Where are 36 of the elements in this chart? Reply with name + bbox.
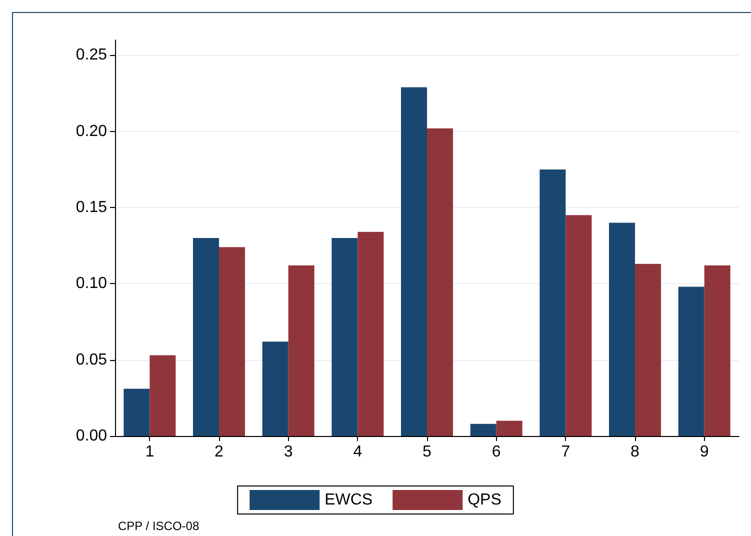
bar (609, 222, 635, 436)
legend-label: EWCS (324, 492, 373, 508)
y-tick-label: 0.05 (76, 351, 108, 368)
x-tick-label: 8 (630, 444, 640, 460)
bar (427, 128, 453, 436)
bar (540, 169, 566, 436)
bar (635, 264, 661, 436)
x-tick-label: 1 (145, 444, 154, 460)
bar (288, 265, 314, 436)
x-tick-label: 4 (353, 444, 362, 460)
bar (124, 388, 150, 436)
text: CPP / ISCO-08 (118, 519, 200, 533)
bar (704, 265, 730, 436)
x-tick-label: 7 (561, 444, 570, 460)
bar (470, 424, 496, 436)
y-tick-label: 0.10 (76, 275, 108, 292)
bar (566, 215, 592, 436)
bar (219, 247, 245, 436)
y-tick-label: 0.20 (76, 122, 108, 140)
x-tick-label: 6 (492, 444, 501, 460)
y-tick-label: 0.25 (76, 46, 108, 64)
x-tick-label: 9 (700, 444, 709, 460)
bar (262, 342, 288, 436)
bar (401, 87, 427, 436)
bar (358, 232, 384, 436)
bar (150, 355, 176, 436)
y-tick-label: 0.00 (76, 428, 108, 444)
legend-label: QPS (468, 492, 502, 508)
bar (678, 286, 704, 436)
x-tick-label: 3 (284, 444, 293, 460)
x-tick-label: 2 (214, 444, 224, 460)
bar (193, 238, 219, 436)
bar (496, 420, 522, 436)
x-tick-label: 5 (422, 444, 432, 460)
y-tick-label: 0.15 (76, 199, 108, 216)
bar (332, 238, 358, 436)
